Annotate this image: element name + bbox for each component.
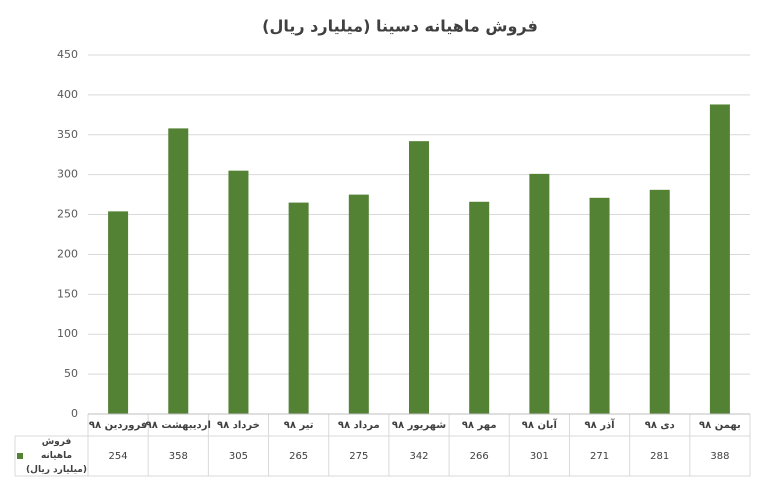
x-tick-label: دی ۹۸ <box>645 420 675 431</box>
table-value: 265 <box>289 451 308 462</box>
bar <box>108 211 129 414</box>
bar <box>649 189 670 414</box>
table-value: 388 <box>710 451 729 462</box>
table-value: 342 <box>409 451 428 462</box>
y-tick-label: 150 <box>57 287 78 300</box>
bar <box>168 128 189 414</box>
x-tick-label: تیر ۹۸ <box>284 420 314 431</box>
x-tick-label: مرداد ۹۸ <box>338 420 380 431</box>
y-tick-label: 200 <box>57 247 78 260</box>
table-value: 266 <box>470 451 489 462</box>
y-tick-label: 400 <box>57 88 78 101</box>
x-tick-label: فروردین ۹۸ <box>89 420 147 431</box>
bar <box>709 104 730 414</box>
legend-swatch <box>17 453 23 459</box>
legend-label: فروش ماهیانه (میلیارد ریال) <box>26 437 87 475</box>
y-tick-label: 0 <box>71 407 78 420</box>
y-tick-label: 350 <box>57 128 78 141</box>
bar <box>589 197 610 414</box>
bar <box>469 201 490 414</box>
x-tick-label: اردیبهشت ۹۸ <box>146 420 211 431</box>
x-tick-label: مهر ۹۸ <box>462 420 497 431</box>
chart-title: فروش ماهیانه دسینا (میلیارد ریال) <box>262 17 538 36</box>
y-tick-label: 100 <box>57 327 78 340</box>
bar <box>409 141 429 414</box>
bar <box>288 202 309 414</box>
table-value: 301 <box>530 451 549 462</box>
x-tick-label: خرداد ۹۸ <box>217 420 260 431</box>
x-tick-label: آذر ۹۸ <box>585 418 616 431</box>
bar <box>348 194 369 414</box>
table-value: 271 <box>590 451 609 462</box>
bar <box>228 170 249 414</box>
table-value: 358 <box>169 451 188 462</box>
table-value: 254 <box>109 451 128 462</box>
bar <box>529 173 550 414</box>
y-tick-label: 250 <box>57 208 78 221</box>
x-tick-label: بهمن ۹۸ <box>699 420 741 431</box>
table-value: 275 <box>349 451 368 462</box>
y-tick-label: 50 <box>64 367 78 380</box>
table-value: 281 <box>650 451 669 462</box>
x-tick-label: آبان ۹۸ <box>522 418 558 431</box>
y-tick-label: 450 <box>57 48 78 61</box>
y-tick-label: 300 <box>57 168 78 181</box>
table-value: 305 <box>229 451 248 462</box>
x-tick-label: شهریور ۹۸ <box>392 420 446 431</box>
legend-cell: فروش ماهیانه (میلیارد ریال) <box>17 437 87 475</box>
